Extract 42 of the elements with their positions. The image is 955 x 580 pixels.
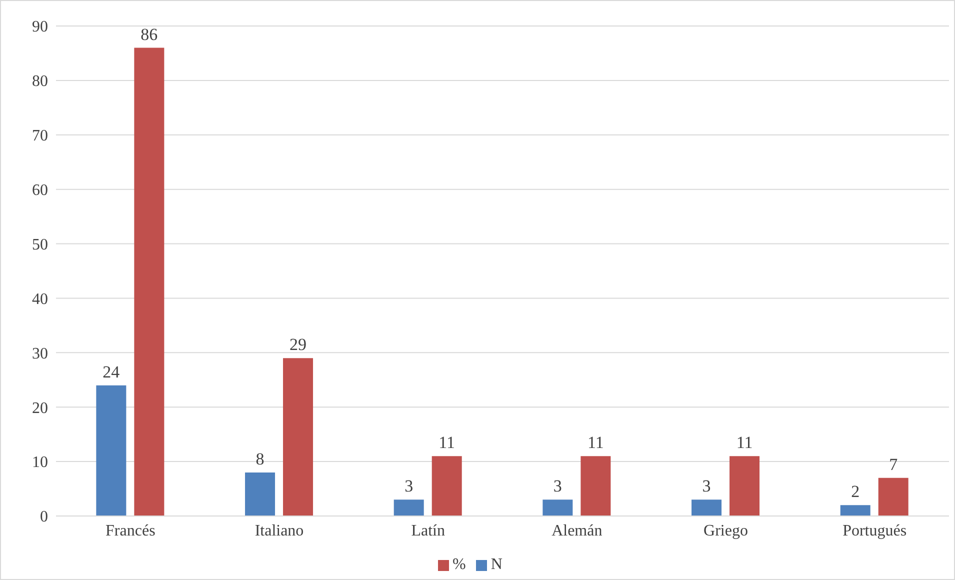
- data-label: 11: [736, 433, 753, 452]
- y-tick-label: 50: [32, 236, 48, 254]
- bar: [245, 472, 276, 516]
- bar: [878, 478, 908, 516]
- y-tick-label: 80: [32, 73, 48, 90]
- y-tick-label: 60: [32, 182, 48, 200]
- bar: [394, 500, 424, 516]
- bar: [134, 48, 164, 516]
- x-tick-label: Portugués: [842, 522, 907, 540]
- x-tick-label: Griego: [704, 522, 748, 540]
- data-label: 11: [438, 433, 456, 452]
- y-tick-label: 90: [32, 18, 48, 36]
- data-label: 3: [702, 476, 711, 496]
- y-tick-label: 10: [32, 454, 48, 472]
- data-label: 3: [553, 476, 562, 496]
- data-label: 11: [587, 433, 604, 452]
- bar: [283, 358, 314, 516]
- bar: [96, 385, 126, 516]
- x-tick-label: Francés: [106, 522, 156, 540]
- bar: [730, 456, 760, 516]
- x-tick-label: Italiano: [254, 522, 304, 540]
- data-label: 86: [140, 24, 158, 44]
- data-label: 29: [290, 335, 307, 354]
- data-label: 7: [889, 454, 898, 474]
- bar: [542, 500, 573, 516]
- y-tick-label: 30: [32, 345, 48, 362]
- y-tick-label: 20: [32, 400, 48, 417]
- bar: [580, 456, 611, 516]
- y-tick-label: 0: [40, 508, 48, 526]
- legend-label: N: [490, 556, 502, 573]
- y-tick-label: 70: [32, 128, 48, 145]
- y-tick-label: 40: [32, 290, 48, 308]
- data-label: 24: [102, 362, 120, 382]
- data-label: 2: [851, 482, 860, 502]
- bar: [692, 500, 722, 516]
- bar: [840, 505, 870, 516]
- bar: [432, 456, 462, 516]
- x-tick-label: Alemán: [552, 522, 602, 540]
- data-label: 8: [256, 449, 264, 468]
- legend-label: %: [452, 556, 466, 573]
- data-label: 3: [404, 476, 414, 496]
- x-tick-label: Latín: [411, 522, 445, 540]
